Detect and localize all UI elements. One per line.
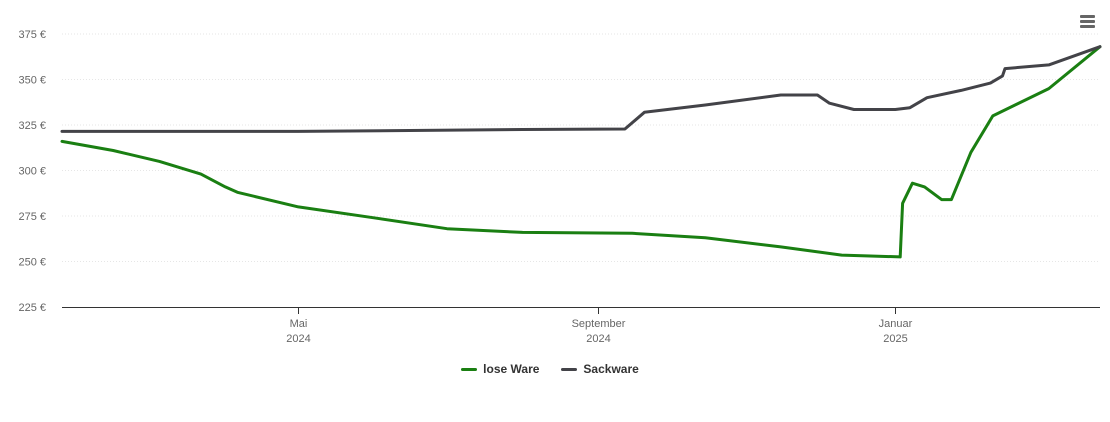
- y-tick-label: 325 €: [18, 120, 46, 132]
- x-tick-label-month: September: [572, 318, 626, 330]
- legend-swatch: [461, 367, 478, 371]
- series-lines: [60, 45, 1102, 259]
- grid-lines: [62, 33, 1100, 262]
- y-tick-label: 250 €: [18, 257, 46, 269]
- y-tick-label: 225 €: [18, 302, 46, 314]
- y-tick-label: 350 €: [18, 75, 46, 87]
- menu-icon: [1080, 15, 1095, 18]
- y-tick-label: 375 €: [18, 29, 46, 41]
- legend-item-sackware[interactable]: Sackware: [561, 362, 639, 376]
- series-line-lose-ware[interactable]: [60, 45, 1102, 259]
- x-axis: Mai 2024 September 2024 Januar 2025: [62, 307, 1100, 345]
- chart-menu-button[interactable]: [1074, 10, 1100, 34]
- legend-swatch: [561, 367, 578, 371]
- legend-item-lose-ware[interactable]: lose Ware: [461, 362, 539, 376]
- series-line-sackware[interactable]: [60, 45, 1102, 133]
- legend-label: lose Ware: [483, 362, 540, 376]
- x-tick-label-month: Mai: [290, 318, 308, 330]
- y-tick-label: 300 €: [18, 166, 46, 178]
- x-tick-label-year: 2024: [586, 333, 610, 345]
- chart-legend: lose Ware Sackware: [0, 362, 1100, 376]
- menu-icon-bar: [1080, 25, 1095, 28]
- legend-label: Sackware: [583, 362, 639, 376]
- x-tick-label-month: Januar: [879, 318, 913, 330]
- x-tick-label-year: 2024: [286, 333, 310, 345]
- y-axis: 375 € 350 € 325 € 300 € 275 € 250 € 225 €: [18, 29, 46, 314]
- menu-icon-bar: [1080, 20, 1095, 23]
- x-tick-label-year: 2025: [883, 333, 907, 345]
- y-tick-label: 275 €: [18, 211, 46, 223]
